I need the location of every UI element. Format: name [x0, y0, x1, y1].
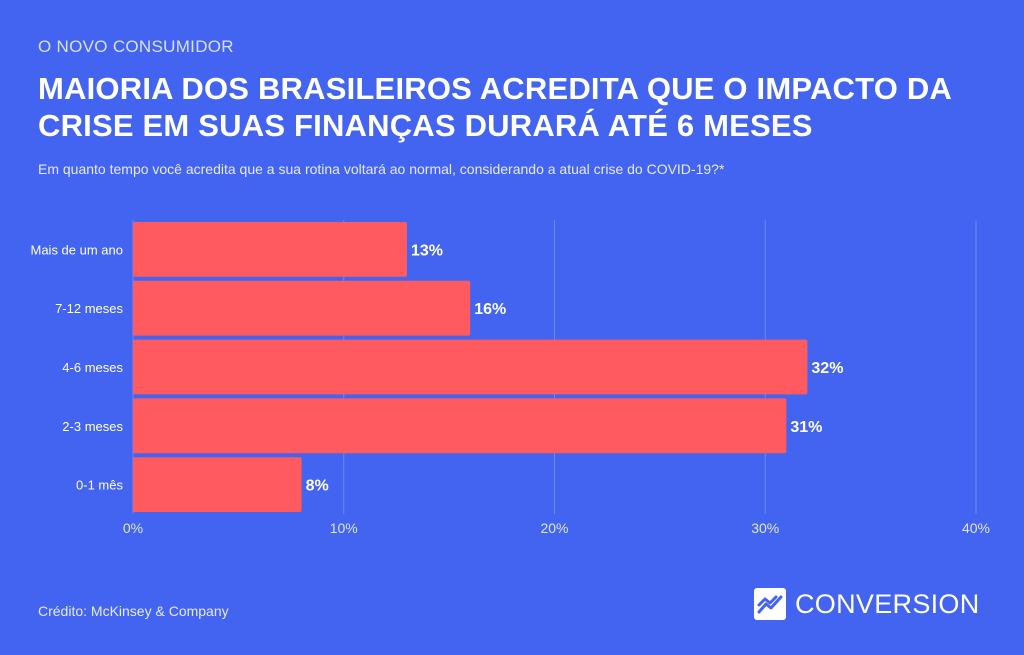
category-label: 2-3 meses — [62, 419, 123, 434]
data-label: 31% — [790, 419, 822, 436]
data-label: 8% — [306, 478, 329, 495]
category-label: 7-12 meses — [55, 301, 123, 316]
x-tick-label: 0% — [123, 520, 143, 536]
bar — [133, 457, 302, 512]
chart-trend-icon — [754, 588, 786, 620]
x-tick-label: 20% — [540, 520, 568, 536]
category-label: 4-6 meses — [62, 360, 123, 375]
credit-text: Crédito: McKinsey & Company — [38, 603, 229, 619]
brand-logo: CONVERSION — [754, 588, 980, 620]
chart-subtitle: Em quanto tempo você acredita que a sua … — [38, 161, 725, 177]
category-label: 0-1 mês — [76, 478, 123, 493]
brand-name: CONVERSION — [795, 588, 980, 619]
bar — [133, 339, 808, 395]
chart-title: MAIORIA DOS BRASILEIROS ACREDITA QUE O I… — [38, 71, 951, 143]
category-label: Mais de um ano — [31, 242, 124, 257]
kicker-label: O NOVO CONSUMIDOR — [38, 37, 234, 56]
bar — [133, 222, 407, 277]
bar — [133, 280, 471, 336]
x-tick-label: 10% — [330, 520, 358, 536]
x-tick-label: 30% — [751, 520, 779, 536]
data-label: 32% — [811, 360, 843, 377]
bar — [133, 398, 787, 454]
x-tick-label: 40% — [962, 520, 990, 536]
data-label: 13% — [411, 242, 443, 259]
data-label: 16% — [474, 301, 506, 318]
